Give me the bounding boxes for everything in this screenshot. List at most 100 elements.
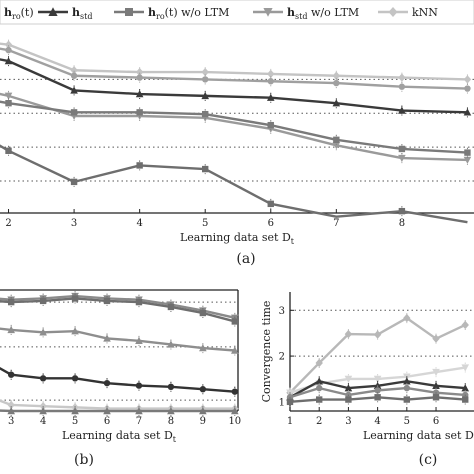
series-h-ro-t-w-o-ltm: [286, 392, 469, 407]
data-point: [103, 407, 111, 415]
legend-marker: [388, 7, 398, 17]
data-point: [39, 407, 47, 415]
data-point: [463, 75, 472, 84]
series-line: [0, 399, 235, 410]
data-point: [5, 100, 12, 107]
series-line: [0, 47, 468, 90]
series-h-std-w-o-ltm: [0, 90, 472, 165]
data-point: [286, 398, 294, 406]
data-point: [432, 381, 440, 390]
data-point: [136, 109, 143, 116]
data-point: [463, 156, 472, 164]
legend-label: hstd: [72, 6, 92, 21]
x-axis-label: Learning data set Dt: [62, 429, 177, 444]
data-point: [266, 93, 275, 101]
data-point: [231, 388, 239, 395]
legend-item: hro(t) w/o LTM: [114, 6, 229, 21]
data-point: [373, 375, 382, 383]
data-point: [332, 99, 341, 107]
x-tick-label: 1: [287, 416, 293, 427]
data-point: [199, 407, 207, 415]
x-tick-label: 5: [202, 218, 208, 229]
series-line: [0, 409, 235, 413]
y-axis-label: Convergence time: [260, 301, 273, 403]
x-tick-label: 7: [333, 218, 339, 229]
data-point: [432, 394, 440, 401]
legend-label: kNN: [412, 6, 438, 19]
data-point: [344, 384, 353, 392]
data-point: [462, 396, 469, 403]
legend-label: hro(t): [4, 6, 34, 21]
data-point: [231, 346, 239, 354]
data-point: [202, 76, 209, 83]
data-point: [398, 73, 406, 82]
legend-marker: [125, 8, 133, 16]
data-point: [7, 325, 15, 334]
data-point: [167, 407, 175, 415]
legend-item: hstd w/o LTM: [253, 6, 359, 21]
data-point: [461, 384, 470, 392]
data-point: [373, 330, 382, 339]
data-point: [103, 334, 111, 342]
panel-a-label: (a): [236, 251, 255, 267]
data-point: [201, 67, 209, 77]
data-point: [316, 396, 323, 403]
panel-a: 2 3 4 5 6 7 8 Learning data set Dt: [0, 39, 474, 246]
data-point: [231, 314, 239, 322]
data-point: [70, 109, 78, 116]
data-point: [167, 303, 175, 311]
x-tick-label: 10: [228, 416, 241, 427]
panel-c-label: (c): [419, 452, 438, 468]
data-point: [136, 74, 143, 81]
data-point: [71, 375, 79, 382]
x-tick-label: 5: [72, 416, 78, 427]
x-tick-label: 7: [136, 416, 142, 427]
data-point: [398, 83, 406, 90]
data-point: [344, 375, 353, 383]
data-point: [461, 320, 469, 330]
legend-label: hro(t) w/o LTM: [148, 6, 229, 21]
data-point: [267, 69, 275, 79]
data-point: [4, 40, 13, 49]
data-point: [231, 407, 239, 415]
x-tick-label: 8: [168, 416, 174, 427]
data-point: [4, 92, 13, 100]
data-point: [39, 328, 47, 336]
data-point: [167, 340, 175, 348]
legend-item: hro(t): [4, 6, 34, 21]
data-point: [398, 154, 406, 163]
data-point: [345, 396, 352, 403]
x-tick-label: 3: [8, 416, 14, 427]
data-point: [432, 334, 440, 343]
series-h-ro-t-w-o-ltm: [0, 98, 471, 158]
data-point: [202, 165, 209, 173]
data-point: [7, 298, 15, 306]
data-point: [403, 377, 411, 385]
data-point: [398, 207, 406, 215]
data-point: [316, 384, 323, 392]
x-axis-label: Learning data set Dt: [180, 231, 295, 246]
legend: hro(t) hstd hro(t) w/o LTM hstd w/o LTM kNN: [0, 0, 474, 25]
series-knn: [0, 39, 472, 85]
data-point: [71, 295, 79, 302]
data-point: [398, 106, 406, 114]
series-line: [0, 366, 235, 393]
data-point: [201, 91, 210, 100]
y-tick-label: 3: [279, 306, 285, 317]
panel-c: 1 2 3 4 5 6 1 2 3 Learning data set Dt Convergence…: [260, 292, 474, 444]
data-point: [70, 86, 78, 94]
series-s2: [0, 293, 239, 327]
data-point: [5, 147, 12, 154]
x-tick-label: 5: [404, 416, 410, 427]
data-point: [71, 407, 79, 415]
data-point: [332, 142, 341, 150]
series-line: [0, 294, 236, 320]
x-tick-label: 9: [200, 416, 206, 427]
data-point: [432, 368, 440, 377]
data-point: [103, 379, 111, 387]
series-s3: [0, 324, 239, 356]
data-point: [7, 407, 15, 415]
x-tick-label: 4: [136, 218, 142, 229]
data-point: [403, 313, 411, 323]
